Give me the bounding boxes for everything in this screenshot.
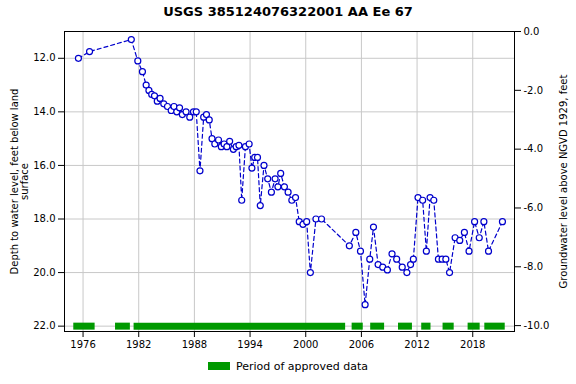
svg-text:2000: 2000 xyxy=(293,339,318,350)
svg-text:-4.0: -4.0 xyxy=(524,143,544,154)
svg-text:1994: 1994 xyxy=(237,339,262,350)
svg-text:12.0: 12.0 xyxy=(33,52,55,63)
svg-text:-6.0: -6.0 xyxy=(524,202,544,213)
svg-text:1976: 1976 xyxy=(70,339,95,350)
svg-text:-10.0: -10.0 xyxy=(524,320,550,331)
svg-text:-2.0: -2.0 xyxy=(524,85,544,96)
svg-text:1982: 1982 xyxy=(126,339,151,350)
svg-text:20.0: 20.0 xyxy=(33,267,55,278)
html-text:Period of approved data: Period of approved data xyxy=(235,359,369,373)
svg-text:2006: 2006 xyxy=(349,339,374,350)
svg-text:2012: 2012 xyxy=(404,339,429,350)
svg-text:Groundwater level above NGVD 1: Groundwater level above NGVD 1929, feet xyxy=(558,75,569,289)
svg-text:0.0: 0.0 xyxy=(524,26,540,37)
svg-text:1988: 1988 xyxy=(182,339,207,350)
svg-text:14.0: 14.0 xyxy=(33,106,55,117)
svg-text:2018: 2018 xyxy=(460,339,485,350)
svg-text:16.0: 16.0 xyxy=(33,160,55,171)
svg-text:18.0: 18.0 xyxy=(33,213,55,224)
svg-text:Depth to water level, feet bel: Depth to water level, feet below landsur… xyxy=(9,89,30,275)
html-text:USGS 385124076322001 AA Ee 67: USGS 385124076322001 AA Ee 67 xyxy=(163,4,413,19)
svg-text:-8.0: -8.0 xyxy=(524,261,544,272)
svg-text:22.0: 22.0 xyxy=(33,320,55,331)
